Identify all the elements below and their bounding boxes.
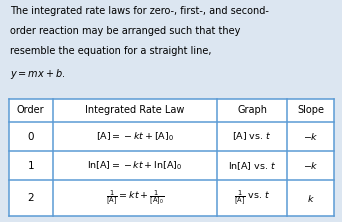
Text: Graph: Graph [237, 105, 267, 115]
Text: $[\mathrm{A}] = -kt + [\mathrm{A}]_0$: $[\mathrm{A}] = -kt + [\mathrm{A}]_0$ [96, 130, 174, 143]
Bar [9, 99, 334, 216]
Text: resemble the equation for a straight line,: resemble the equation for a straight lin… [10, 46, 211, 56]
Text: $k$: $k$ [307, 193, 315, 204]
Text: $\ln[\mathrm{A}]$ vs. $t$: $\ln[\mathrm{A}]$ vs. $t$ [228, 160, 276, 172]
Text: Order: Order [17, 105, 44, 115]
Text: 1: 1 [27, 161, 34, 171]
Text: $\frac{1}{[\mathrm{A}]}$ vs. $t$: $\frac{1}{[\mathrm{A}]}$ vs. $t$ [234, 189, 271, 208]
Text: $y = mx + b.$: $y = mx + b.$ [10, 67, 65, 81]
Text: 2: 2 [27, 193, 34, 204]
Text: $\ln[\mathrm{A}] = -kt + \ln[\mathrm{A}]_0$: $\ln[\mathrm{A}] = -kt + \ln[\mathrm{A}]… [88, 159, 183, 172]
Text: 0: 0 [27, 131, 34, 142]
Text: $-k$: $-k$ [303, 160, 319, 171]
Text: Integrated Rate Law: Integrated Rate Law [86, 105, 185, 115]
Text: $\frac{1}{[\mathrm{A}]} = kt + \frac{1}{[\mathrm{A}]_0}$: $\frac{1}{[\mathrm{A}]} = kt + \frac{1}{… [106, 189, 164, 208]
Text: The integrated rate laws for zero-, first-, and second-: The integrated rate laws for zero-, firs… [10, 6, 268, 16]
Text: Slope: Slope [298, 105, 324, 115]
Text: order reaction may be arranged such that they: order reaction may be arranged such that… [10, 26, 240, 36]
Text: $-k$: $-k$ [303, 131, 319, 142]
Text: $[\mathrm{A}]$ vs. $t$: $[\mathrm{A}]$ vs. $t$ [233, 131, 272, 142]
